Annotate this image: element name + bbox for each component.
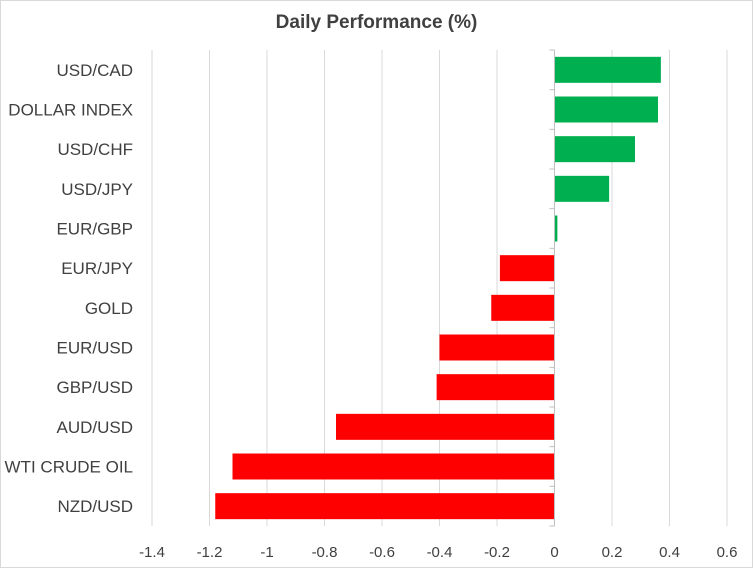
bar (215, 493, 555, 520)
chart-title: Daily Performance (%) (275, 12, 478, 33)
bar (499, 255, 555, 282)
category-label: USD/JPY (61, 180, 133, 199)
category-label: NZD/USD (57, 497, 133, 516)
x-tick-label: -1 (260, 544, 273, 561)
x-tick-label: 0.4 (659, 544, 680, 561)
x-tick-label: -1.4 (139, 544, 165, 561)
x-tick-label: 0 (550, 544, 558, 561)
bar (554, 56, 661, 83)
category-label: AUD/USD (56, 418, 133, 437)
category-label: USD/CHF (57, 140, 133, 159)
category-label: EUR/GBP (56, 220, 133, 239)
bars (215, 56, 661, 520)
category-label: GOLD (85, 299, 133, 318)
category-label: GBP/USD (56, 378, 133, 397)
bar (491, 294, 555, 321)
bar (232, 453, 555, 480)
x-tick-label: 0.2 (602, 544, 623, 561)
category-label: WTI CRUDE OIL (5, 458, 133, 477)
tick-labels: -1.4 -1.2 -1 -0.8 -0.6 -0.4 -0.2 0 0.2 0.4 0.6 (139, 544, 737, 561)
bar (436, 374, 555, 401)
bar (554, 215, 558, 242)
x-tick-label: -0.2 (484, 544, 510, 561)
category-label: EUR/JPY (61, 259, 133, 278)
x-tick-label: -0.4 (427, 544, 453, 561)
bar (554, 96, 658, 123)
x-tick-label: -1.2 (197, 544, 223, 561)
bar (336, 413, 555, 440)
x-tick-label: -0.6 (369, 544, 395, 561)
gridlines (151, 50, 728, 526)
bar (554, 136, 635, 163)
axes (549, 49, 555, 527)
category-label: USD/CAD (56, 61, 133, 80)
category-label: EUR/USD (56, 339, 133, 358)
bar (554, 175, 610, 202)
bar (439, 334, 555, 361)
category-label: DOLLAR INDEX (8, 101, 133, 120)
x-tick-label: -0.8 (312, 544, 338, 561)
x-tick-label: 0.6 (717, 544, 738, 561)
category-labels: USD/CAD DOLLAR INDEX USD/CHF USD/JPY EUR/GBP… (5, 61, 133, 516)
